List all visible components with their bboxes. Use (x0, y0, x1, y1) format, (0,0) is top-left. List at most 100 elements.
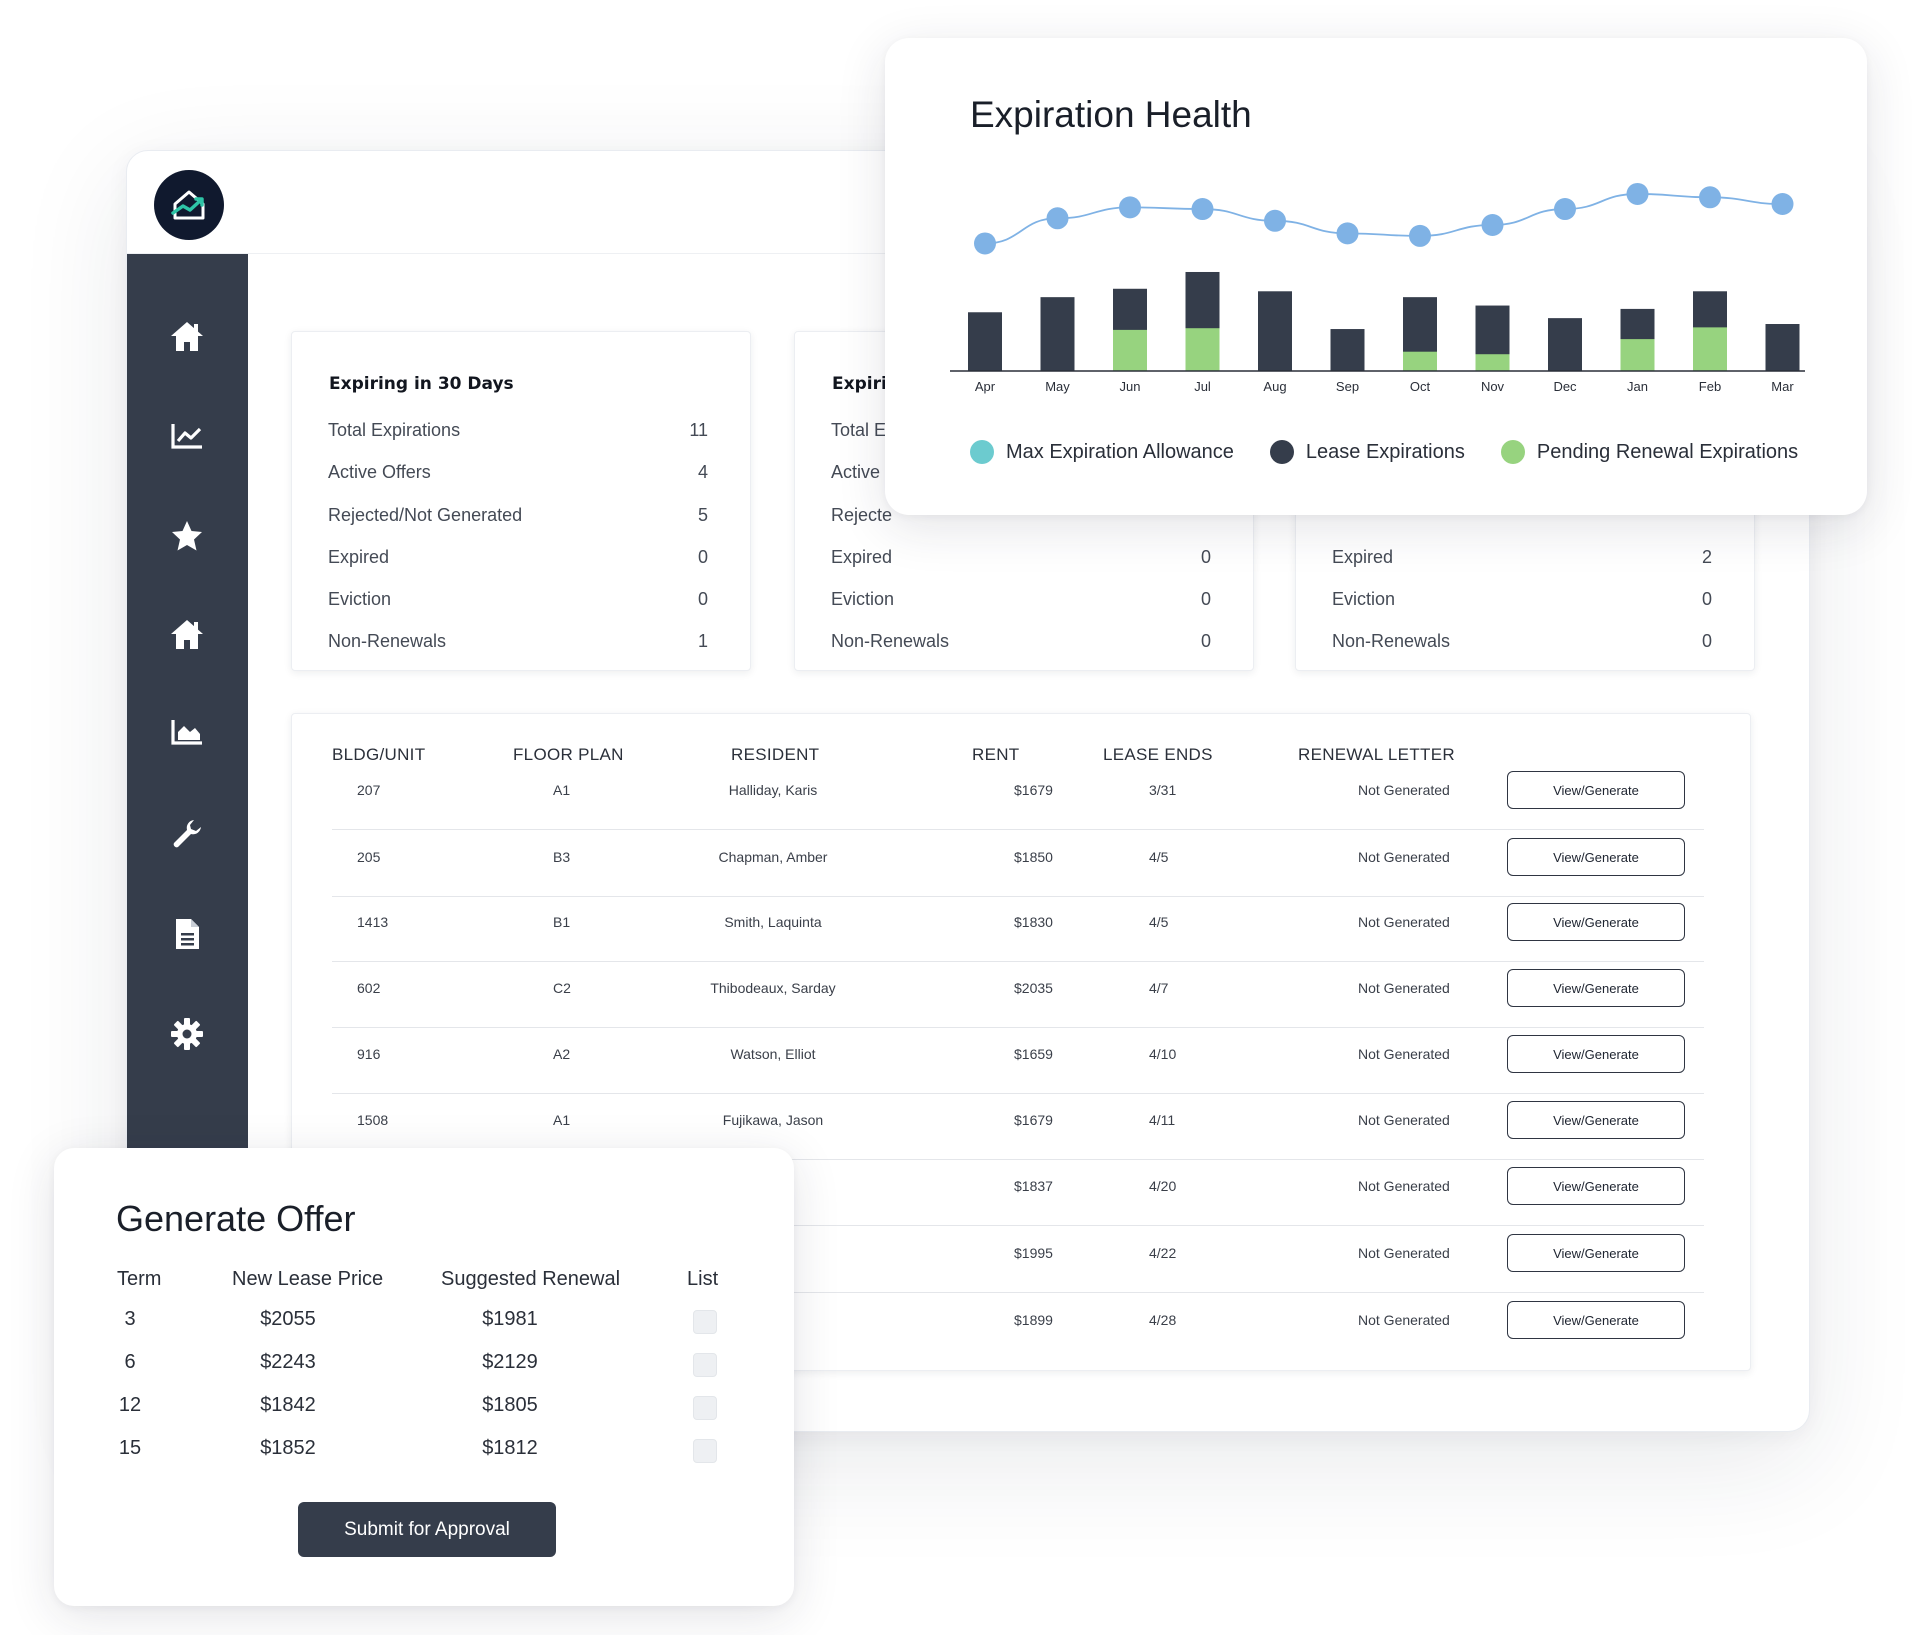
star-icon[interactable] (165, 514, 209, 558)
stat-label: Non-Renewals (831, 631, 950, 651)
offer-header-list: List (687, 1268, 719, 1290)
stat-label: Active (831, 462, 881, 482)
stat-value: 0 (1701, 589, 1712, 609)
x-tick-label: Jun (1120, 379, 1141, 394)
cell-floor-plan: A1 (553, 1112, 571, 1128)
document-icon[interactable] (165, 912, 209, 956)
row-divider (332, 829, 1704, 830)
x-tick-label: Aug (1263, 379, 1286, 394)
stat-value: 0 (1200, 547, 1211, 567)
stat-row: Expired 0 (831, 547, 1211, 577)
list-checkbox[interactable] (693, 1396, 717, 1420)
offer-term: 6 (124, 1351, 136, 1373)
stat-value: 0 (697, 547, 708, 567)
bar-lease-expirations (1330, 329, 1365, 371)
bar-pending-renewals (1113, 329, 1147, 371)
stat-label: Active Offers (328, 462, 431, 482)
line-max-allowance (984, 193, 1783, 245)
stat-value: 0 (1200, 589, 1211, 609)
stat-row: Eviction 0 (328, 589, 708, 619)
point-max-allowance (1264, 209, 1286, 232)
point-max-allowance (1626, 182, 1649, 205)
view-generate-button[interactable]: View/Generate (1507, 969, 1685, 1007)
x-tick-label: Nov (1481, 379, 1505, 394)
list-checkbox[interactable] (693, 1353, 717, 1377)
point-max-allowance (1119, 196, 1141, 219)
legend-item-lease-expirations: Lease Expirations (1269, 438, 1465, 466)
cell-renewal-letter: Not Generated (1358, 1112, 1450, 1128)
view-generate-button[interactable]: View/Generate (1507, 1101, 1685, 1139)
cell-rent: $1850 (1014, 849, 1053, 865)
stat-row: Rejected/Not Generated 5 (328, 505, 708, 535)
cell-rent: $1830 (1014, 914, 1053, 930)
stat-label: Rejecte (831, 505, 893, 525)
stat-row: Eviction 0 (831, 589, 1211, 619)
app-logo[interactable] (154, 170, 224, 240)
cell-floor-plan: C2 (553, 980, 571, 996)
home-icon[interactable] (165, 612, 209, 656)
wrench-icon[interactable] (165, 812, 209, 856)
cell-floor-plan: A2 (553, 1046, 571, 1062)
cell-lease-ends: 4/7 (1149, 980, 1169, 996)
offer-term: 3 (124, 1308, 136, 1330)
cell-renewal-letter: Not Generated (1358, 914, 1450, 930)
stat-value: 0 (697, 589, 708, 609)
x-tick-label: Dec (1553, 379, 1577, 394)
stat-card-30-days: Expiring in 30 Days Total Expirations 11 … (291, 331, 751, 671)
home-icon[interactable] (165, 314, 209, 358)
chart-legend: Max Expiration Allowance Lease Expiratio… (970, 438, 1798, 466)
view-generate-button[interactable]: View/Generate (1507, 771, 1685, 809)
offer-header-term: Term (117, 1268, 162, 1290)
point-max-allowance (1699, 186, 1721, 209)
submit-for-approval-button[interactable]: Submit for Approval (298, 1502, 556, 1557)
stat-card-title: Expiri (832, 374, 887, 394)
column-header-renewal-letter: RENEWAL LETTER (1298, 745, 1455, 764)
list-checkbox[interactable] (693, 1310, 717, 1334)
stat-value: 1 (697, 631, 708, 651)
stat-label: Eviction (831, 589, 895, 609)
offer-title: Generate Offer (116, 1198, 356, 1239)
stat-card-title: Expiring in 30 Days (329, 374, 514, 394)
stat-row: Active (831, 462, 1211, 492)
offer-header-suggested-renewal: Suggested Renewal (441, 1268, 621, 1290)
cell-resident: Halliday, Karis (728, 782, 818, 798)
stat-value: 0 (1701, 631, 1712, 651)
stat-label: Non-Renewals (1332, 631, 1451, 651)
offer-new-price: $2055 (260, 1308, 316, 1330)
cell-renewal-letter: Not Generated (1358, 1178, 1450, 1194)
cell-rent: $1679 (1014, 782, 1053, 798)
area-chart-icon[interactable] (165, 710, 209, 754)
table-row: 916 A2 Watson, Elliot $1659 4/10 Not Generate… (332, 1028, 1704, 1094)
offer-term: 15 (118, 1437, 142, 1459)
offer-row: 3 $2055 $1981 (54, 1308, 794, 1338)
view-generate-button[interactable]: View/Generate (1507, 903, 1685, 941)
stat-value: 11 (689, 420, 708, 440)
stat-row: Expired 0 (328, 547, 708, 577)
view-generate-button[interactable]: View/Generate (1507, 1301, 1685, 1339)
x-tick-label: May (1045, 379, 1070, 394)
legend-label: Lease Expirations (1305, 440, 1465, 463)
column-header-rent: RENT (972, 745, 1020, 764)
view-generate-button[interactable]: View/Generate (1507, 1035, 1685, 1073)
row-divider (332, 1292, 1704, 1293)
x-tick-label: Apr (975, 379, 996, 394)
stat-label: Rejected/Not Generated (328, 505, 523, 525)
cell-unit: 916 (357, 1046, 381, 1062)
view-generate-button[interactable]: View/Generate (1507, 1234, 1685, 1272)
offer-term: 12 (118, 1394, 142, 1416)
chart-title: Expiration Health (970, 94, 1252, 135)
list-checkbox[interactable] (693, 1439, 717, 1463)
view-generate-button[interactable]: View/Generate (1507, 838, 1685, 876)
cell-lease-ends: 4/22 (1149, 1245, 1177, 1261)
point-max-allowance (1554, 198, 1576, 221)
point-max-allowance (1046, 207, 1069, 230)
point-max-allowance (1481, 213, 1504, 236)
row-divider (332, 1093, 1704, 1094)
view-generate-button[interactable]: View/Generate (1507, 1167, 1685, 1205)
line-chart-icon[interactable] (165, 414, 209, 458)
offer-suggested-renewal: $1981 (482, 1308, 538, 1330)
gear-icon[interactable] (165, 1012, 209, 1056)
cell-lease-ends: 4/5 (1149, 914, 1169, 930)
point-max-allowance (1191, 198, 1214, 221)
bar-pending-renewals (1620, 339, 1655, 371)
